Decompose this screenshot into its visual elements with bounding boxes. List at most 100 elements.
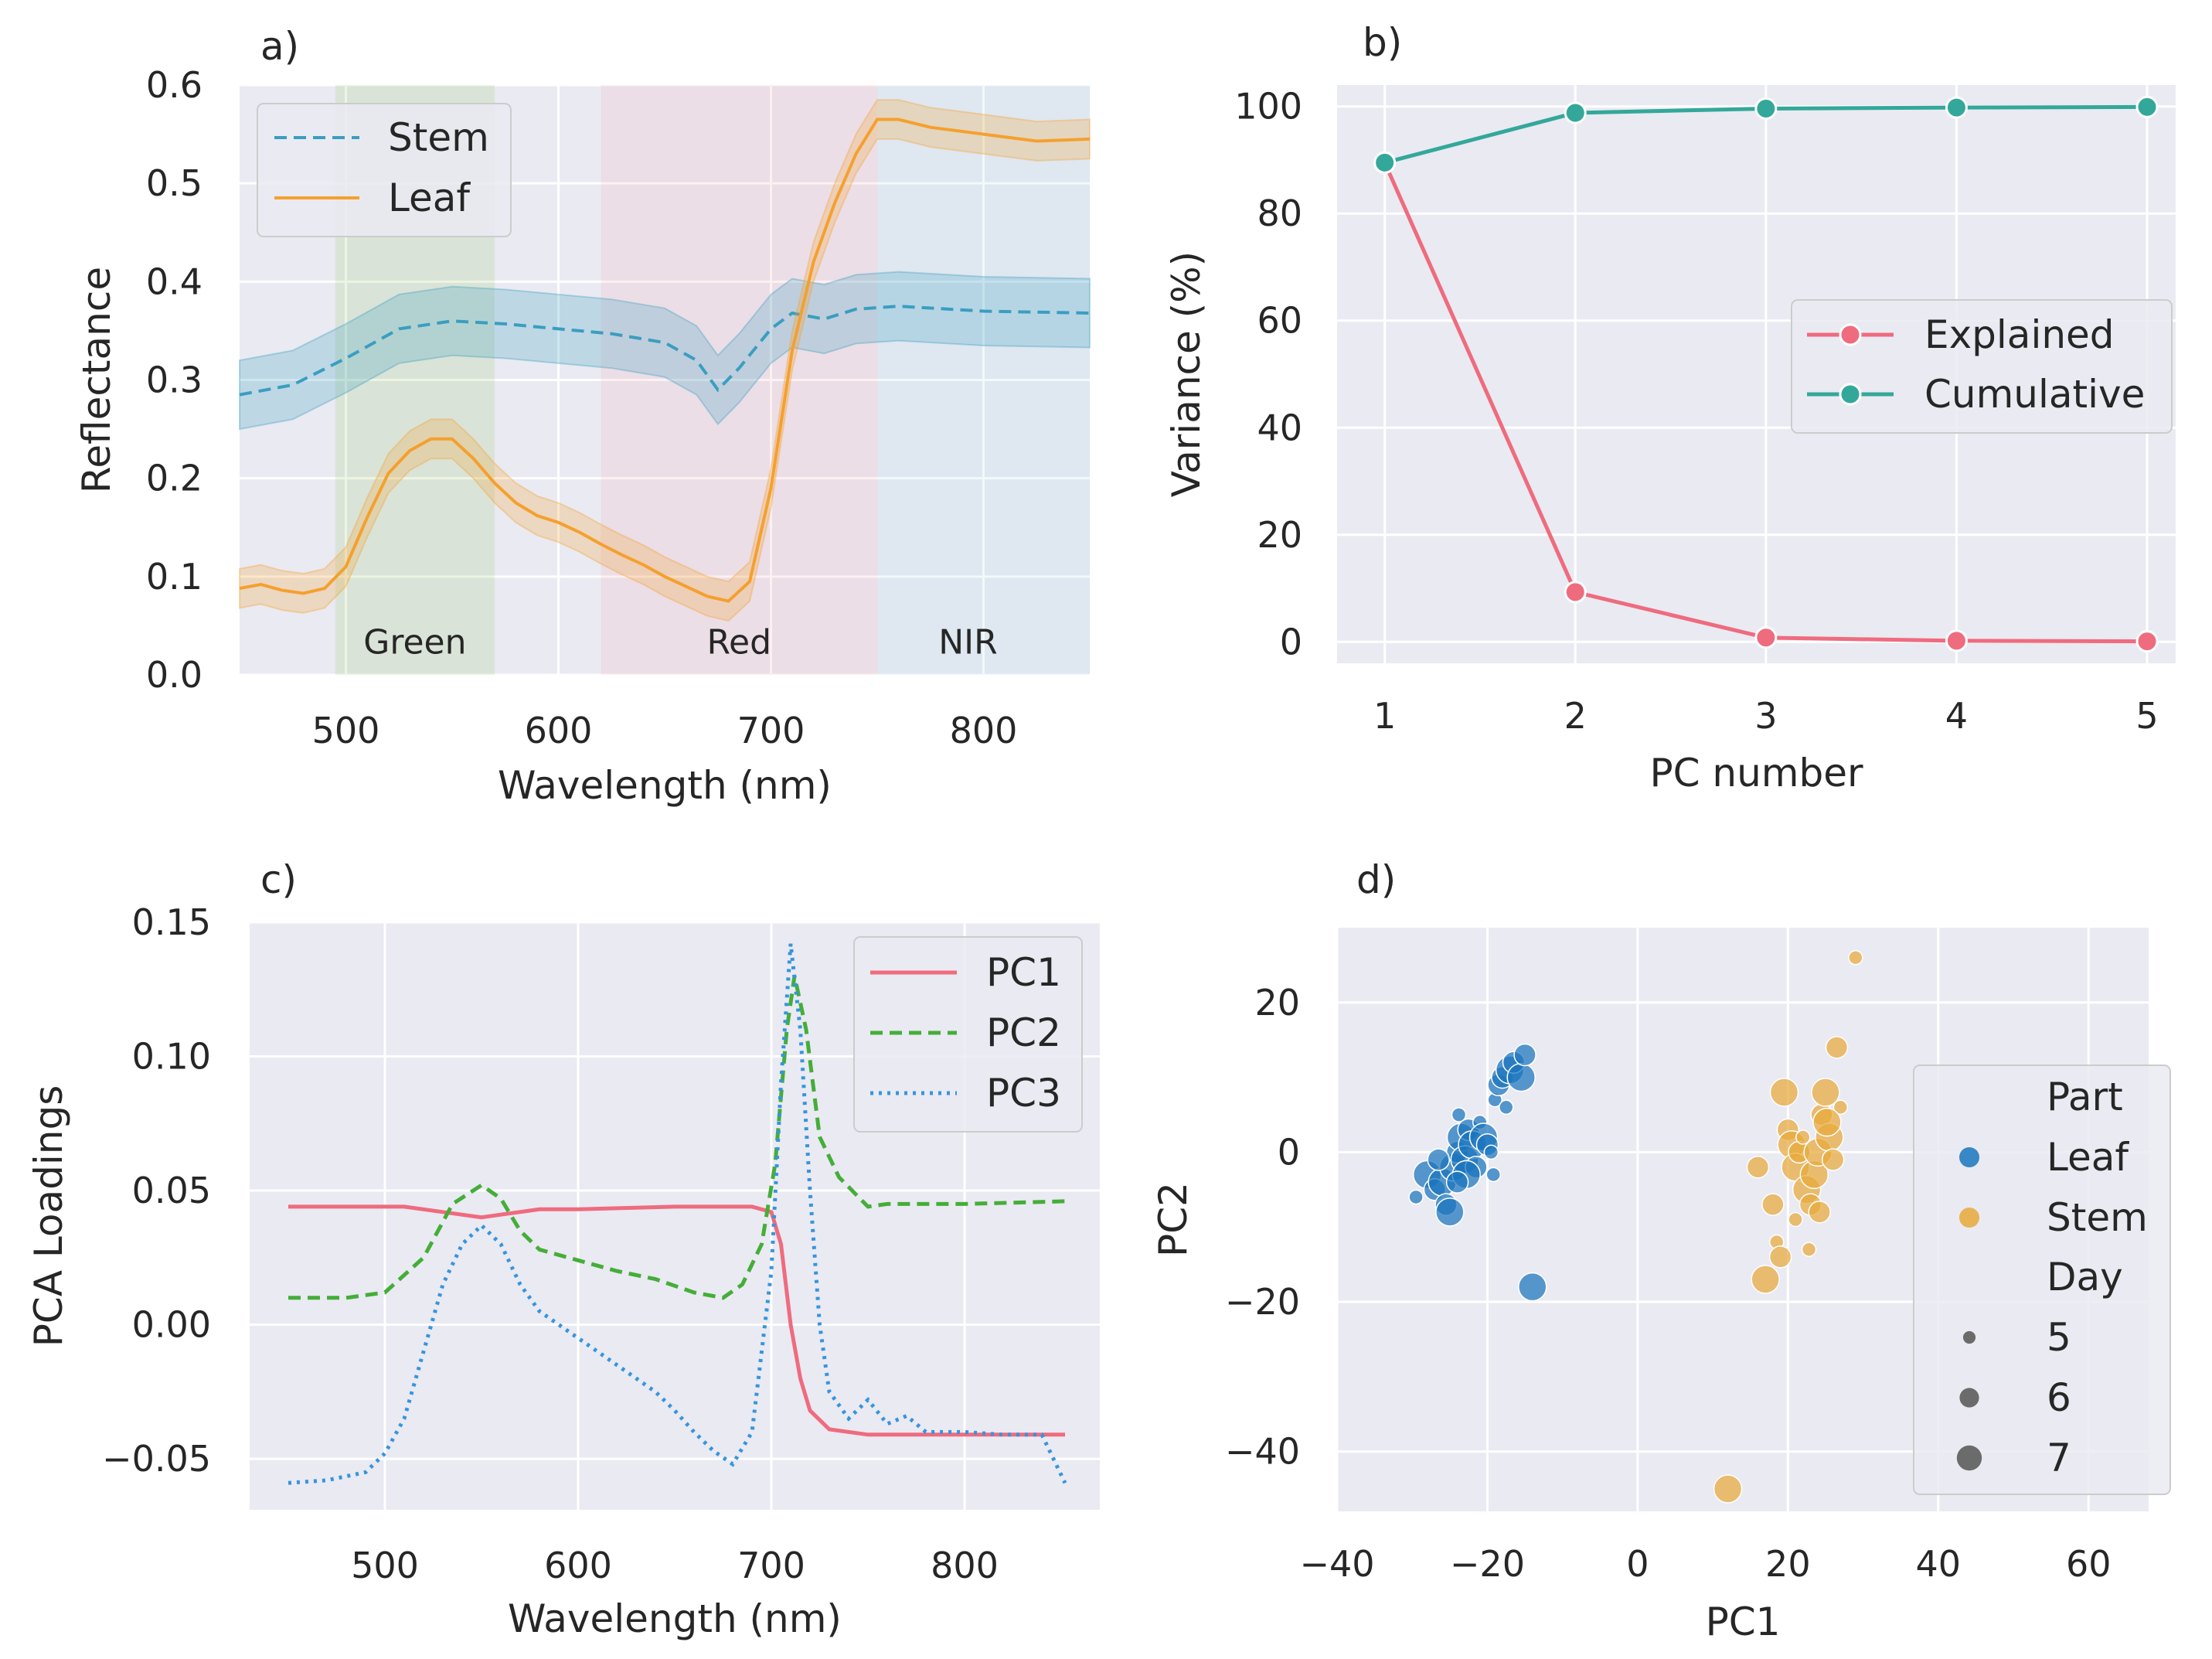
x-tick-label: 1 (1373, 695, 1396, 737)
x-tick-label: 800 (931, 1545, 999, 1586)
legend: Explained Cumulative (1791, 299, 2173, 434)
data-point (1945, 96, 1968, 119)
y-tick-label: 0.0 (146, 654, 202, 696)
y-axis-label: Variance (%) (1164, 251, 1209, 497)
scatter-point-stem (1825, 1036, 1849, 1059)
band-nir (877, 85, 1090, 675)
y-tick-label: 40 (1257, 407, 1302, 448)
legend-label: PC1 (986, 950, 1061, 995)
x-tick-label: 600 (544, 1545, 612, 1586)
band-label: Green (363, 623, 466, 663)
y-tick-label: 0 (1280, 621, 1302, 663)
y-tick-label: 0.5 (146, 162, 202, 204)
legend-size-marker (1959, 1388, 1979, 1408)
scatter-point-stem (1795, 1129, 1811, 1145)
data-point (1373, 151, 1397, 174)
x-tick-label: 700 (737, 1545, 805, 1586)
x-axis-label: Wavelength (nm) (498, 763, 832, 808)
x-axis-label: PC1 (1706, 1599, 1781, 1644)
panel-label: b) (1363, 20, 1402, 65)
x-tick-label: 2 (1564, 695, 1587, 737)
y-axis-label: PC2 (1151, 1182, 1196, 1257)
panel-b: 1 2 3 4 5 0 20 40 60 80 100 PC number Variance (%) b)… (1164, 20, 2176, 795)
data-point (2135, 630, 2159, 653)
data-point (1564, 581, 1587, 604)
legend-marker (1959, 1147, 1979, 1167)
y-tick-label: 0 (1278, 1131, 1300, 1173)
series-line-stem (239, 305, 1091, 397)
scatter-point-leaf (1513, 1043, 1536, 1067)
y-tick-label: 0.1 (146, 556, 202, 598)
ci-band-leaf (239, 99, 1091, 622)
legend-label: PC3 (986, 1071, 1061, 1116)
scatter-point-leaf (1408, 1189, 1424, 1205)
y-tick-label: 0.15 (132, 901, 211, 943)
series-line-leaf (239, 118, 1091, 603)
y-tick-label: −20 (1225, 1281, 1300, 1323)
x-tick-label: 20 (1765, 1543, 1811, 1585)
scatter-point-stem (1768, 1245, 1792, 1269)
x-tick-label: 4 (1945, 695, 1968, 737)
legend-label: 6 (2047, 1375, 2071, 1420)
scatter-point-stem (1746, 1155, 1770, 1179)
y-tick-label: 80 (1257, 192, 1302, 234)
panel-a: 500 600 700 800 0.0 0.1 0.2 0.3 0.4 0.5 0.6 Wavelen… (74, 24, 1091, 808)
scatter-point-stem (1713, 1474, 1743, 1504)
scatter-point-stem (1761, 1193, 1785, 1216)
scatter-point-stem (1808, 1201, 1831, 1224)
y-tick-label: 60 (1257, 300, 1302, 342)
data-point (1754, 97, 1778, 120)
scatter-point-stem (1821, 1148, 1845, 1171)
x-tick-label: 600 (525, 710, 593, 751)
legend-marker (1959, 1208, 1979, 1228)
x-tick-label: 40 (1916, 1543, 1962, 1585)
scatter-point-stem (1801, 1242, 1817, 1257)
scatter-point-leaf (1451, 1107, 1467, 1122)
legend-label: 5 (2047, 1315, 2071, 1360)
panel-label: c) (260, 857, 297, 902)
y-tick-label: 0.00 (132, 1304, 211, 1346)
legend-label: Leaf (388, 175, 471, 220)
band-red (601, 85, 877, 675)
legend-box (1913, 1065, 2171, 1495)
scatter-point-leaf (1485, 1167, 1501, 1183)
scatter-point-stem (1833, 1099, 1849, 1116)
data-point (1564, 101, 1587, 124)
y-tick-label: −0.05 (102, 1438, 211, 1480)
legend: Stem Leaf (257, 103, 512, 237)
y-tick-label: 0.05 (132, 1170, 211, 1211)
scatter-point-leaf (1427, 1148, 1450, 1171)
x-tick-label: 700 (737, 710, 805, 751)
scatter-point-stem (1811, 1078, 1840, 1107)
scatter-point-leaf (1435, 1197, 1465, 1227)
x-tick-label: 60 (2066, 1543, 2112, 1585)
x-axis-label: Wavelength (nm) (508, 1596, 842, 1641)
panel-label: d) (1356, 857, 1396, 902)
x-tick-label: 500 (351, 1545, 419, 1586)
scatter-point-leaf (1518, 1272, 1547, 1302)
x-tick-label: 0 (1626, 1543, 1649, 1585)
scatter-point-leaf (1445, 1170, 1469, 1194)
legend-label: Cumulative (1924, 372, 2145, 417)
y-tick-label: 20 (1254, 982, 1300, 1024)
legend-label: PC2 (986, 1010, 1061, 1055)
legend-size-marker (1962, 1330, 1976, 1344)
y-tick-label: −40 (1225, 1431, 1300, 1473)
series-line-pc3 (288, 943, 1067, 1485)
scatter-point-stem (1769, 1078, 1799, 1107)
x-tick-label: 5 (2135, 695, 2158, 737)
legend-box (853, 936, 1083, 1133)
y-tick-label: 100 (1234, 86, 1302, 128)
x-tick-label: 500 (312, 710, 380, 751)
legend-marker (1839, 383, 1862, 406)
panel-c: 500 600 700 800 −0.05 0.00 0.05 0.10 0.15 Wavelen… (26, 857, 1100, 1641)
scatter-point-stem (1788, 1211, 1803, 1228)
y-tick-label: 0.10 (132, 1036, 211, 1078)
y-tick-label: 0.2 (146, 458, 202, 499)
legend-size-marker (1956, 1445, 1982, 1471)
data-point (2135, 95, 2159, 118)
legend-title: Day (2047, 1255, 2123, 1300)
scatter-point-leaf (1499, 1099, 1514, 1116)
legend-label: Stem (388, 115, 489, 160)
